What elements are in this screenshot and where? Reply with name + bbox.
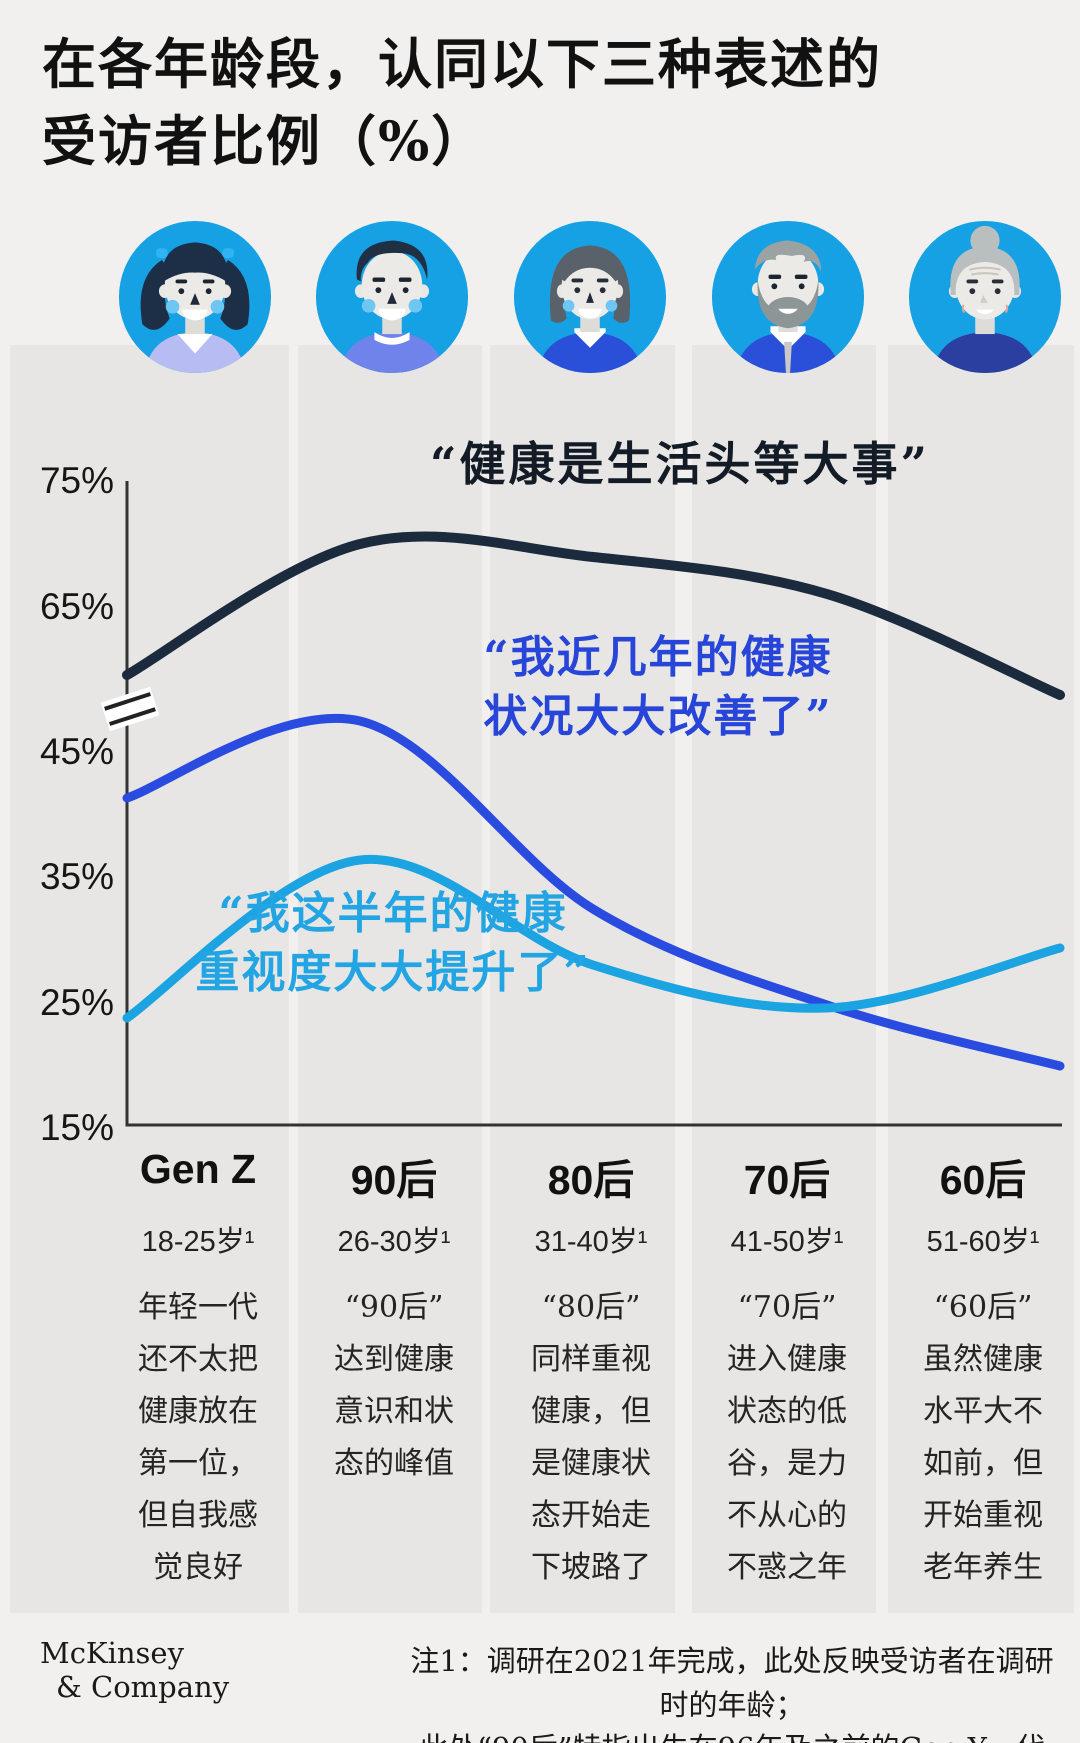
ytick-25: 25% <box>39 982 114 1023</box>
80s-woman-avatar-icon <box>513 220 667 374</box>
category-90s: 90后 <box>350 1157 438 1203</box>
footnote-line-2: 此处“90后”特指出生在96年及之前的Gen Y一代 <box>400 1727 1064 1743</box>
ytick-45: 45% <box>39 731 114 772</box>
series-label-health-attention-line2: 重视度大大提升了” <box>195 947 591 999</box>
description-60s: “60后” 虽然健康 水平大不 如前，但 开始重视 老年养生 <box>923 1290 1043 1585</box>
column-band-4 <box>692 345 876 1613</box>
age-range-80s: 31-40岁¹ <box>534 1226 648 1258</box>
age-range-60s: 51-60岁¹ <box>926 1226 1040 1258</box>
age-range-90s: 26-30岁¹ <box>337 1226 451 1258</box>
70s-man-beard-avatar-icon <box>711 220 865 374</box>
description-90s: “90后” 达到健康 意识和状 态的峰值 <box>334 1290 454 1481</box>
series-line-health-priority <box>122 531 1065 700</box>
axis-break-icon <box>100 686 160 732</box>
series-label-health-attention: “我这半年的健康 重视度大大提升了” <box>148 884 638 1003</box>
series-line-health-attention <box>122 854 1065 1023</box>
category-80s: 80后 <box>547 1157 635 1203</box>
title-line-2: 受访者比例（%） <box>42 108 488 173</box>
series-label-health-improved-line2: 状况大大改善了” <box>483 691 833 743</box>
90s-man-avatar-icon <box>315 220 469 374</box>
description-70s: “70后” 进入健康 状态的低 谷，是力 不从心的 不惑之年 <box>727 1290 847 1585</box>
footnote-line-1: 注1：调研在2021年完成，此处反映受访者在调研时的年龄； <box>410 1644 1054 1722</box>
series-label-health-attention-line1: “我这半年的健康 <box>218 888 568 939</box>
ytick-15: 15% <box>39 1107 114 1148</box>
ytick-75: 75% <box>39 460 114 501</box>
series-label-health-improved: “我近几年的健康 状况大大改善了” <box>408 628 908 747</box>
description-genz: 年轻一代 还不太把 健康放在 第一位， 但自我感 觉良好 <box>138 1290 258 1585</box>
column-band-1 <box>10 345 289 1613</box>
page-title: 在各年龄段，认同以下三种表述的 受访者比例（%） <box>42 26 882 179</box>
logo-line-1: McKinsey <box>40 1636 184 1670</box>
column-band-5 <box>888 345 1074 1613</box>
series-label-health-priority: “健康是生活头等大事” <box>430 437 930 491</box>
mckinsey-logo: McKinsey & Company <box>40 1636 229 1704</box>
age-range-genz: 18-25岁¹ <box>141 1226 255 1258</box>
logo-line-2: & Company <box>56 1670 230 1705</box>
category-genz: Gen Z <box>139 1146 257 1192</box>
ytick-65: 65% <box>39 586 114 627</box>
title-line-1: 在各年龄段，认同以下三种表述的 <box>42 32 882 96</box>
age-range-70s: 41-50岁¹ <box>730 1226 844 1258</box>
ytick-35: 35% <box>39 856 114 897</box>
60s-elderly-woman-avatar-icon <box>908 220 1062 374</box>
genz-girl-avatar-icon <box>118 220 272 374</box>
series-label-health-improved-line1: “我近几年的健康 <box>483 632 833 683</box>
category-60s: 60后 <box>939 1157 1027 1203</box>
footnote: 注1：调研在2021年完成，此处反映受访者在调研时的年龄； 此处“90后”特指出… <box>400 1640 1064 1743</box>
series-line-health-improved <box>122 713 1065 1071</box>
category-70s: 70后 <box>743 1157 831 1203</box>
description-80s: “80后” 同样重视 健康，但 是健康状 态开始走 下坡路了 <box>531 1290 651 1585</box>
